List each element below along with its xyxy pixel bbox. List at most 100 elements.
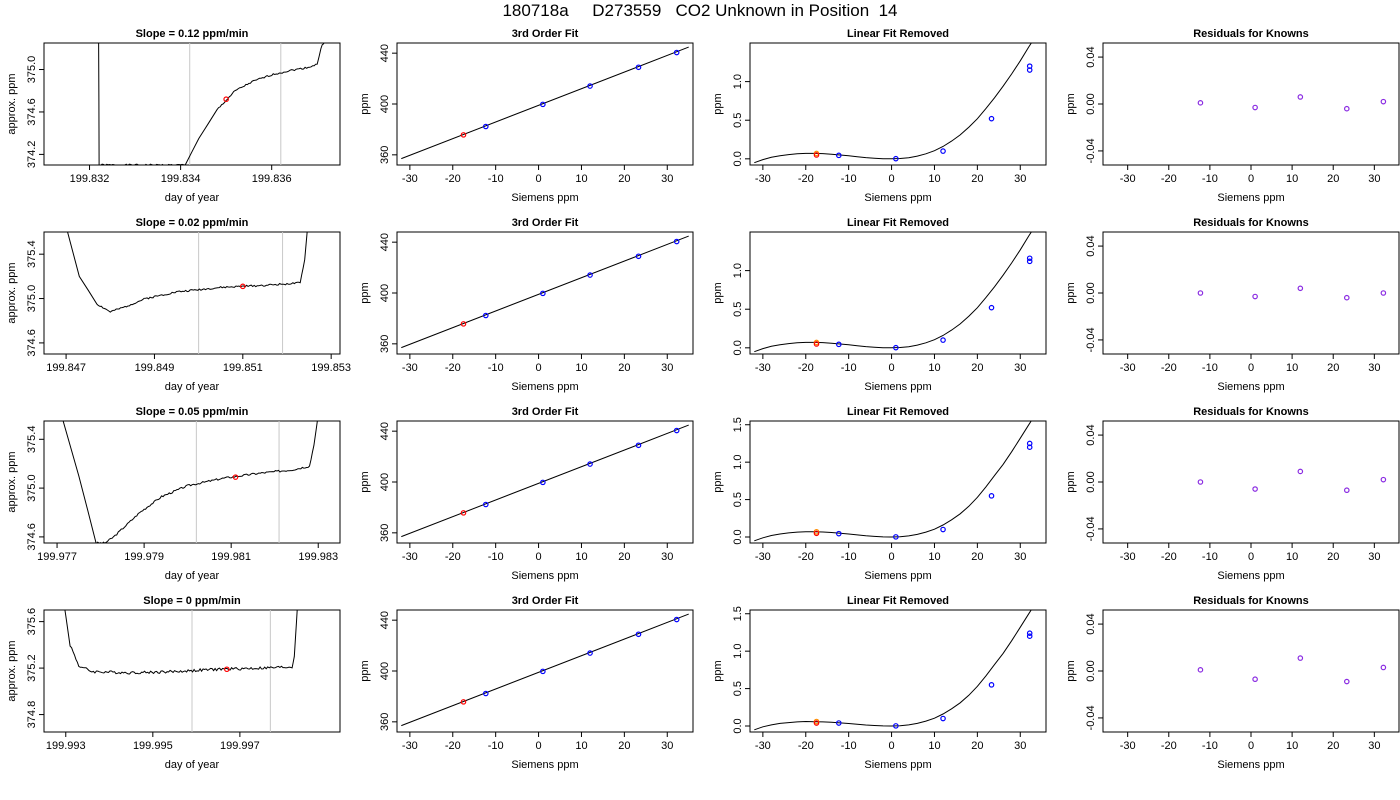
data-point: [1026, 440, 1033, 447]
x-tick-label: -30: [402, 740, 418, 752]
x-tick-label: 199.834: [161, 173, 201, 185]
data-point: [940, 715, 946, 722]
x-axis-label: Siemens ppm: [1217, 570, 1284, 582]
data-point: [587, 461, 593, 467]
y-axis-label: ppm: [359, 471, 371, 492]
panel: Residuals for Knowns -30 -20 -10 0 10 20 30 -0.0…: [1065, 28, 1400, 204]
data-point: [635, 442, 642, 449]
panel-title: Residuals for Knowns: [1193, 28, 1309, 40]
series-line: [64, 610, 298, 675]
x-tick-label: -30: [755, 740, 771, 752]
y-axis-label: ppm: [712, 660, 724, 681]
x-tick-label: 30: [661, 551, 673, 563]
x-tick-label: 20: [1327, 551, 1339, 563]
y-tick-label: 0.00: [1085, 93, 1097, 114]
x-tick-label: 20: [971, 740, 983, 752]
figure-title: 180718a D273559 CO2 Unknown in Position …: [502, 1, 898, 20]
panel: Residuals for Knowns -30 -20 -10 0 10 20 30 -0.0…: [1065, 406, 1400, 582]
data-point: [813, 152, 820, 158]
x-axis-label: Siemens ppm: [1217, 192, 1284, 204]
y-tick-label: 400: [379, 473, 391, 491]
plot-frame: [43, 420, 341, 544]
plot-area: [1197, 468, 1387, 494]
x-tick-label: -20: [445, 740, 461, 752]
data-point: [1197, 479, 1204, 485]
data-point: [1297, 468, 1304, 475]
plot-area: [98, 43, 325, 165]
x-tick-label: 199.997: [220, 740, 260, 752]
y-axis-label: ppm: [712, 282, 724, 303]
data-point: [1252, 486, 1258, 492]
y-axis-label: ppm: [1065, 471, 1077, 492]
plot-area: [754, 421, 1033, 542]
panel-title: 3rd Order Fit: [512, 28, 579, 40]
data-point: [540, 668, 546, 675]
x-tick-label: 20: [971, 362, 983, 374]
x-tick-label: 0: [1248, 551, 1254, 563]
y-tick-label: 374.6: [26, 329, 38, 357]
data-point: [540, 479, 546, 486]
data-point: [1380, 476, 1387, 483]
x-tick-label: 10: [575, 551, 587, 563]
plot-frame: [1102, 231, 1400, 355]
x-tick-label: -10: [488, 173, 504, 185]
plot-area: [401, 424, 689, 538]
y-axis-label: approx. ppm: [6, 640, 18, 701]
data-point: [673, 49, 680, 56]
data-point: [1026, 630, 1033, 637]
y-tick-label: 440: [379, 422, 391, 440]
x-tick-label: -20: [798, 362, 814, 374]
data-point: [540, 290, 546, 297]
x-tick-label: 20: [618, 740, 630, 752]
x-tick-label: 0: [889, 173, 895, 185]
x-tick-label: 199.995: [133, 740, 173, 752]
panel-title: Residuals for Knowns: [1193, 595, 1309, 607]
data-point: [813, 530, 820, 537]
data-point: [460, 321, 467, 327]
y-tick-label: 0.5: [732, 681, 744, 696]
x-tick-label: 0: [1248, 740, 1254, 752]
panel: Residuals for Knowns -30 -20 -10 0 10 20 30 -0.0…: [1065, 595, 1400, 771]
x-tick-label: -10: [488, 551, 504, 563]
x-tick-label: -30: [755, 173, 771, 185]
x-tick-label: 20: [618, 551, 630, 563]
data-point: [893, 344, 899, 351]
y-axis-label: approx. ppm: [6, 262, 18, 323]
data-point: [1343, 294, 1350, 301]
plot-area: [1197, 285, 1387, 301]
data-point: [988, 493, 995, 499]
x-axis-label: Siemens ppm: [1217, 381, 1284, 393]
panel-title: Slope = 0.12 ppm/min: [136, 28, 249, 40]
panel: Linear Fit Removed -30 -20 -10 0 10 20 30 0.0 0.5…: [712, 406, 1047, 582]
x-tick-label: -30: [1120, 740, 1136, 752]
x-tick-label: -30: [402, 551, 418, 563]
x-tick-label: 10: [575, 173, 587, 185]
x-tick-label: -20: [1161, 740, 1177, 752]
x-tick-label: 10: [1286, 173, 1298, 185]
x-tick-label: -30: [402, 173, 418, 185]
x-tick-label: -10: [1202, 173, 1218, 185]
panel: Slope = 0.02 ppm/min 199.847 199.849 199.85…: [6, 217, 351, 393]
x-axis-label: Siemens ppm: [511, 381, 578, 393]
panel: Slope = 0.12 ppm/min 199.832 199.834 199.83…: [6, 28, 341, 204]
y-tick-label: 400: [379, 662, 391, 680]
data-point: [635, 64, 642, 71]
panel: Slope = 0 ppm/min 199.993 199.995 199.997 37…: [6, 595, 341, 771]
plot-area: [1197, 94, 1387, 112]
x-tick-label: -20: [1161, 173, 1177, 185]
x-tick-label: -10: [841, 551, 857, 563]
x-tick-label: -30: [402, 362, 418, 374]
data-point: [940, 337, 946, 343]
data-point: [1252, 293, 1258, 300]
data-point: [232, 474, 239, 480]
panel: Linear Fit Removed -30 -20 -10 0 10 20 30 0.0 0.5…: [712, 28, 1047, 204]
y-tick-label: 400: [379, 284, 391, 302]
y-tick-label: 0.5: [732, 302, 744, 317]
x-tick-label: 30: [1014, 551, 1026, 563]
y-tick-label: 360: [379, 146, 391, 164]
panel: Slope = 0.05 ppm/min 199.977 199.979 199.98…: [6, 406, 341, 582]
y-tick-label: 375.4: [26, 426, 38, 454]
x-tick-label: 10: [1286, 551, 1298, 563]
plot-frame: [43, 231, 341, 355]
